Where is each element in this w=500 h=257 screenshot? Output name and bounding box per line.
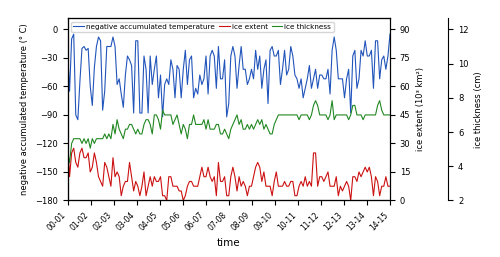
Y-axis label: negative accumulated temperature (° C): negative accumulated temperature (° C) [20, 23, 30, 195]
negative accumulated temperature [70, 33, 76, 36]
negative accumulated temperature [188, 54, 194, 58]
ice thickness [329, 99, 335, 102]
negative accumulated temperature [387, 33, 393, 36]
negative accumulated temperature [85, 47, 91, 50]
ice thickness [154, 113, 160, 116]
Y-axis label: ice thickness (cm): ice thickness (cm) [474, 71, 483, 148]
ice extent [164, 199, 170, 202]
Legend: negative accumulated temperature, ice extent, ice thickness: negative accumulated temperature, ice ex… [71, 22, 334, 32]
ice thickness [66, 161, 72, 164]
ice extent [387, 185, 393, 188]
negative accumulated temperature [75, 118, 81, 121]
ice extent [327, 185, 333, 188]
ice extent [64, 137, 70, 140]
ice extent [186, 180, 192, 183]
ice thickness [64, 151, 70, 154]
ice extent [252, 166, 258, 169]
Y-axis label: ice extent (10³ km²): ice extent (10³ km²) [416, 67, 425, 151]
Line: ice extent: ice extent [68, 139, 390, 200]
ice extent [75, 166, 81, 169]
ice thickness [77, 137, 83, 140]
ice thickness [83, 142, 89, 145]
Line: negative accumulated temperature: negative accumulated temperature [68, 34, 390, 120]
negative accumulated temperature [79, 47, 85, 50]
ice extent [81, 156, 87, 159]
negative accumulated temperature [254, 68, 260, 71]
X-axis label: time: time [217, 238, 240, 248]
ice thickness [387, 113, 393, 116]
ice extent [152, 175, 158, 178]
negative accumulated temperature [156, 96, 162, 99]
negative accumulated temperature [329, 49, 335, 52]
negative accumulated temperature [64, 47, 70, 50]
Line: ice thickness: ice thickness [68, 101, 390, 162]
ice thickness [312, 99, 318, 102]
ice thickness [252, 123, 258, 126]
ice thickness [186, 123, 192, 126]
